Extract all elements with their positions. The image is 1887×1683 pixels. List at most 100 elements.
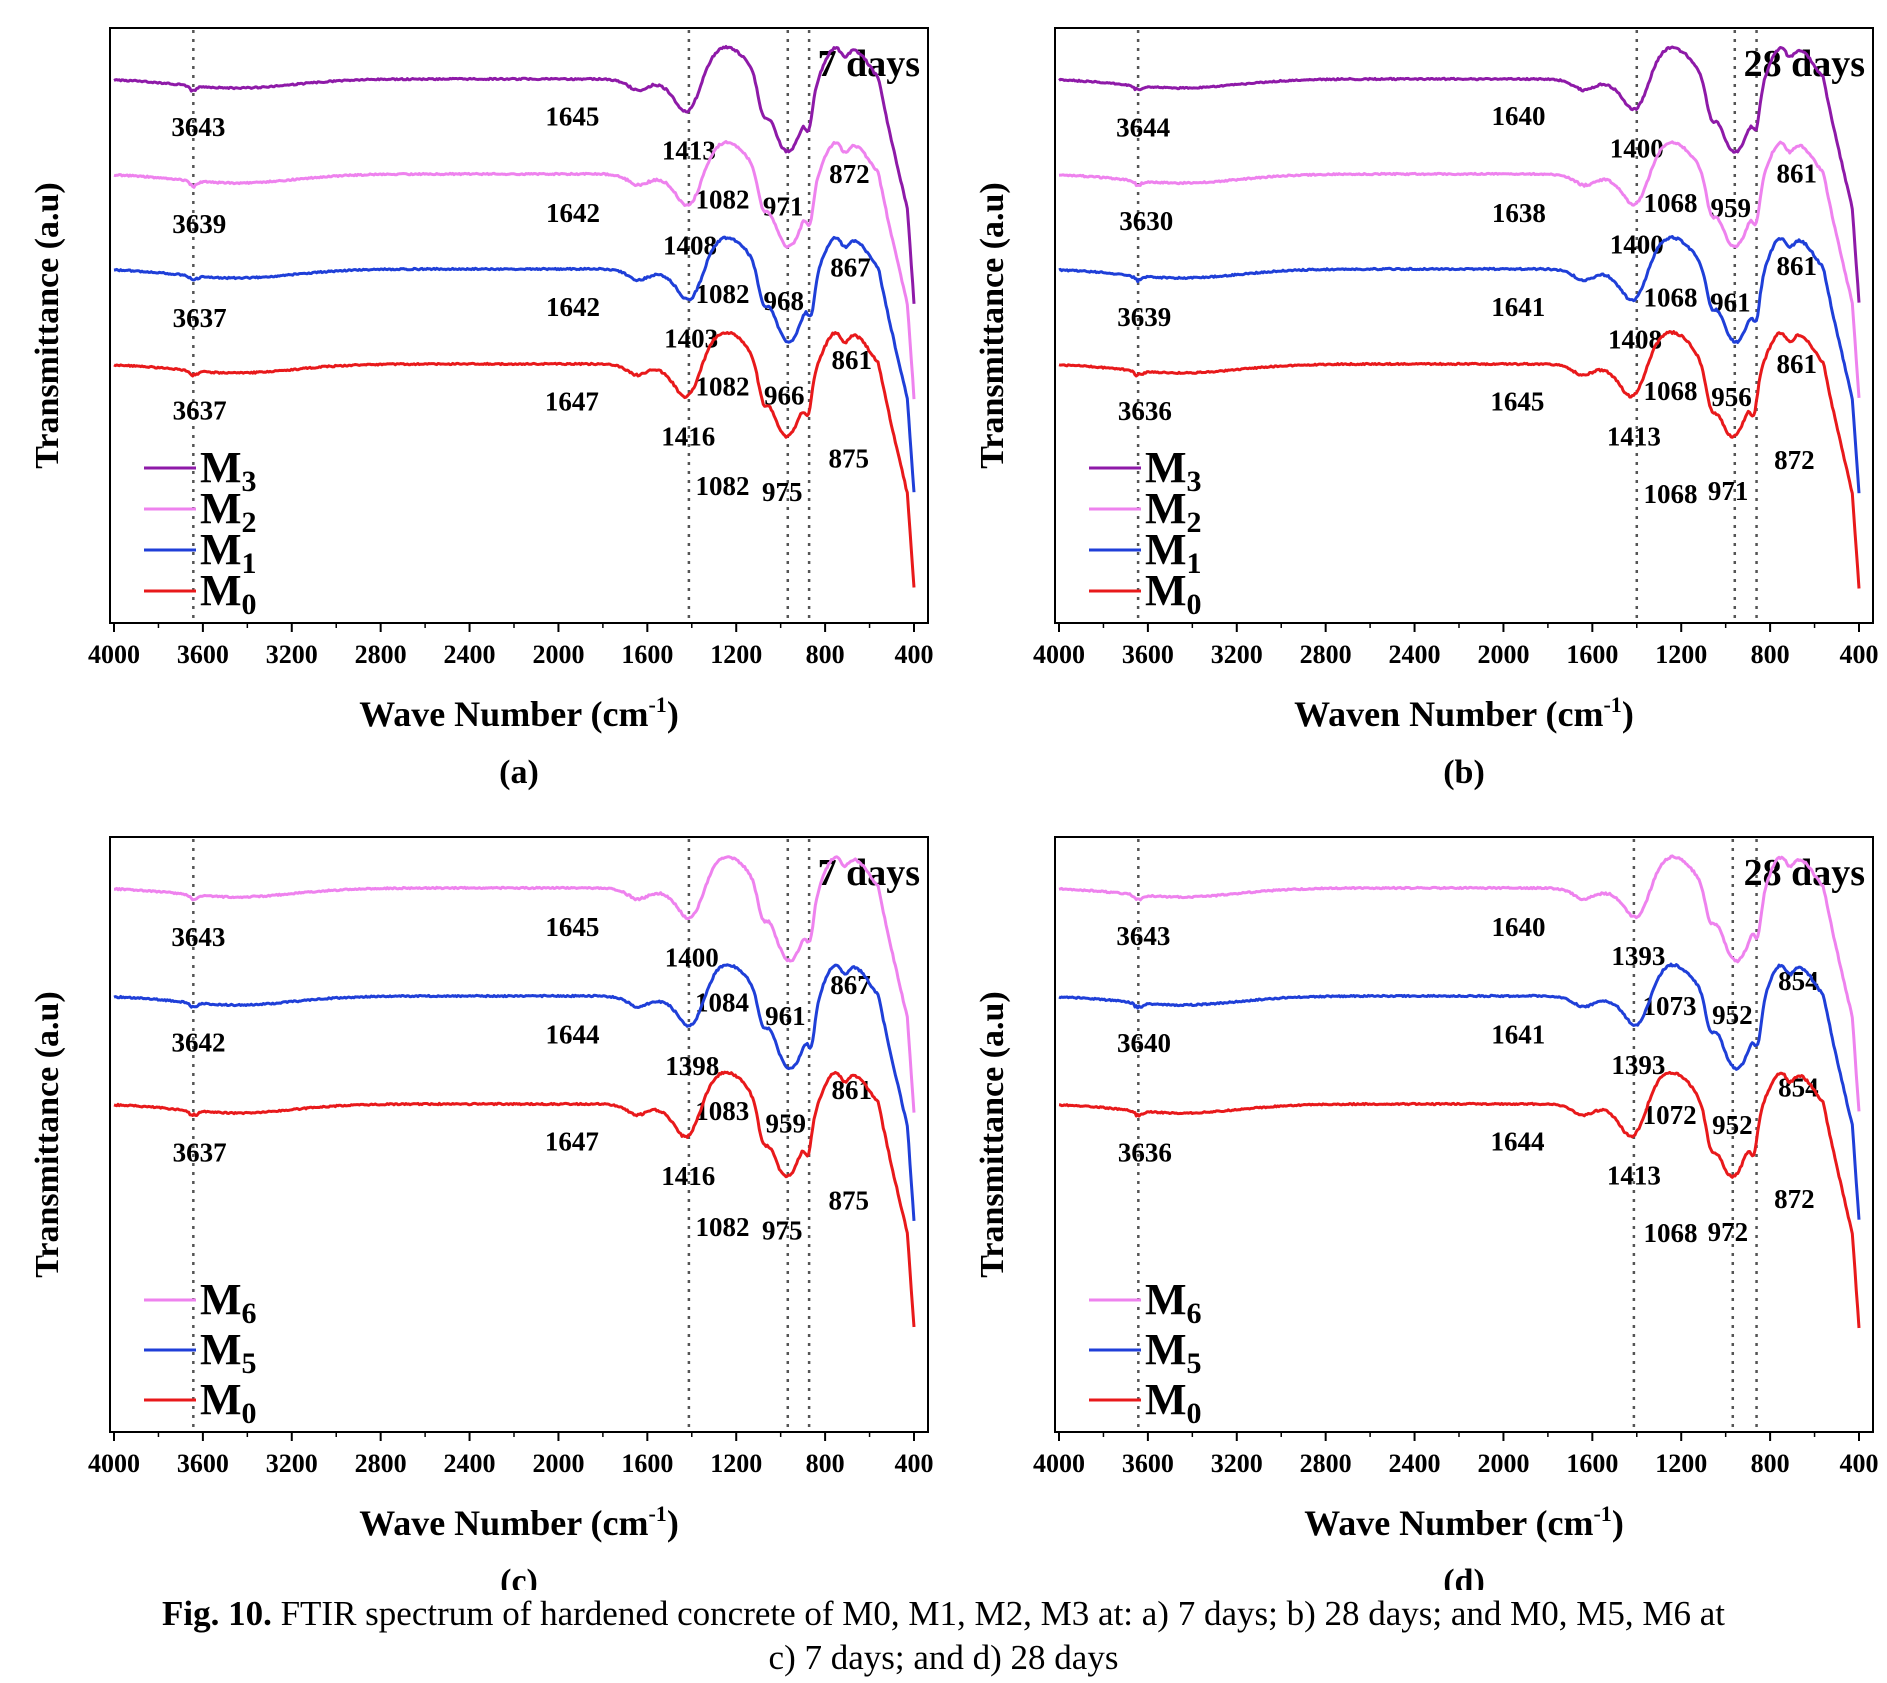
peak-label: 1082 [695,471,749,501]
peak-label: 3644 [1116,113,1170,143]
chart-panel-c: 4000 3600 3200 2800 2400 2000 1600 1200 800 400 Wa… [29,836,934,1590]
x-tick-label: 1600 [1566,640,1618,669]
x-tick-label: 1600 [621,640,673,669]
peak-label: 961 [1710,287,1751,317]
peak-label: 1082 [695,371,749,401]
chart-panel-d: 4000 3600 3200 2800 2400 2000 1600 1200 800 400 Wa… [974,836,1879,1590]
x-tick-label: 2000 [1477,1449,1529,1478]
peak-label: 1413 [1607,421,1661,451]
peak-label: 3636 [1118,1138,1172,1168]
peak-label: 959 [766,1108,807,1138]
y-axis-title: Transmittance (a.u) [974,991,1011,1277]
legend-label-M6: M6 [1145,1275,1202,1330]
series-line-M5 [113,963,916,1222]
peak-label: 875 [828,444,869,474]
y-axis-title: Transmittance (a.u) [974,182,1011,468]
peak-label: 3643 [171,922,225,952]
x-tick-label: 3600 [1122,640,1174,669]
peak-label: 961 [765,1001,806,1031]
x-tick-label: 800 [806,640,845,669]
peak-label: 1068 [1644,479,1698,509]
peak-label: 975 [762,1216,803,1246]
peak-label: 3636 [1118,396,1172,426]
figure-caption: Fig. 10. FTIR spectrum of hardened concr… [0,1592,1887,1680]
peak-label: 968 [764,286,805,316]
peak-label: 3637 [173,396,227,426]
peak-label: 1082 [695,279,749,309]
legend-label-M0: M0 [1145,1375,1202,1430]
peak-label: 1647 [545,386,599,416]
peak-label: 956 [1711,382,1752,412]
peak-label: 1082 [695,184,749,214]
series-line-M2 [1058,140,1861,399]
peak-label: 1398 [665,1051,719,1081]
chart-panel-b: 4000 3600 3200 2800 2400 2000 1600 1200 800 400 Wa… [974,27,1879,791]
x-tick-label: 2400 [1389,640,1441,669]
peak-label: 952 [1712,1000,1753,1030]
peak-label: 861 [1777,349,1818,379]
x-tick-label: 1600 [621,1449,673,1478]
peak-label: 952 [1712,1110,1753,1140]
x-axis-title: Wave Number (cm-1) [359,692,679,734]
series-line-M1 [1058,235,1861,494]
peak-label: 3639 [172,209,226,239]
chart-panel-a: 4000 3600 3200 2800 2400 2000 1600 1200 800 400 Wa… [29,27,934,791]
x-tick-label: 1200 [710,640,762,669]
series-line-M0 [1058,1070,1861,1329]
x-tick-label: 800 [1751,1449,1790,1478]
legend-label-M5: M5 [200,1325,257,1380]
series-line-M0 [113,1070,916,1328]
x-tick-label: 3200 [1211,1449,1263,1478]
legend-label-M5: M5 [1145,1325,1202,1380]
x-tick-label: 1200 [710,1449,762,1478]
peak-label: 861 [1777,251,1818,281]
panel-label: (b) [1443,754,1485,791]
peak-label: 3642 [172,1028,226,1058]
peak-label: 1645 [1490,386,1544,416]
x-tick-label: 2800 [1300,640,1352,669]
peak-label: 972 [1708,1217,1749,1247]
x-tick-label: 3600 [177,1449,229,1478]
x-tick-label: 2400 [444,1449,496,1478]
y-axis-title: Transmittance (a.u) [29,182,66,468]
peak-label: 1068 [1644,1218,1698,1248]
peak-label: 1416 [661,1161,715,1191]
ftir-figure: 4000 3600 3200 2800 2400 2000 1600 1200 800 400 Wa… [29,27,1879,1590]
x-tick-label: 2800 [1300,1449,1352,1478]
x-tick-label: 1200 [1655,1449,1707,1478]
peak-label: 1641 [1491,292,1545,322]
caption-line-2: c) 7 days; and d) 28 days [768,1638,1119,1677]
plot-frame [109,836,929,1433]
x-tick-label: 400 [895,1449,934,1478]
x-tick-label: 800 [806,1449,845,1478]
peak-label: 861 [832,345,873,375]
peak-label: 3630 [1119,206,1173,236]
x-axis-title: Wave Number (cm-1) [359,1501,679,1543]
x-tick-label: 4000 [1033,640,1085,669]
legend-label-M1: M1 [200,525,257,580]
peak-label: 3643 [1116,921,1170,951]
x-tick-label: 1600 [1566,1449,1618,1478]
x-tick-label: 3200 [266,640,318,669]
panel-label: (c) [500,1563,538,1590]
peak-label: 1416 [661,422,715,452]
legend-label-M2: M2 [200,484,257,539]
legend-label-M6: M6 [200,1275,257,1330]
x-tick-label: 2800 [355,1449,407,1478]
peak-label: 1640 [1491,101,1545,131]
peak-label: 1082 [695,1212,749,1242]
legend-label-M2: M2 [1145,484,1202,539]
peak-label: 1645 [545,912,599,942]
x-tick-label: 2800 [355,640,407,669]
series-line-M0 [113,331,916,588]
caption-line-1: Fig. 10. FTIR spectrum of hardened concr… [0,1592,1887,1636]
peak-label: 3643 [171,112,225,142]
x-tick-label: 4000 [1033,1449,1085,1478]
peak-label: 1413 [1607,1161,1661,1191]
series-line-M6 [113,855,916,1113]
plot-frame [1054,27,1874,624]
panel-label: (d) [1443,1563,1485,1590]
peak-label: 1644 [1491,1127,1545,1157]
x-tick-label: 2400 [1389,1449,1441,1478]
panel-title: 28 days [1744,852,1865,894]
